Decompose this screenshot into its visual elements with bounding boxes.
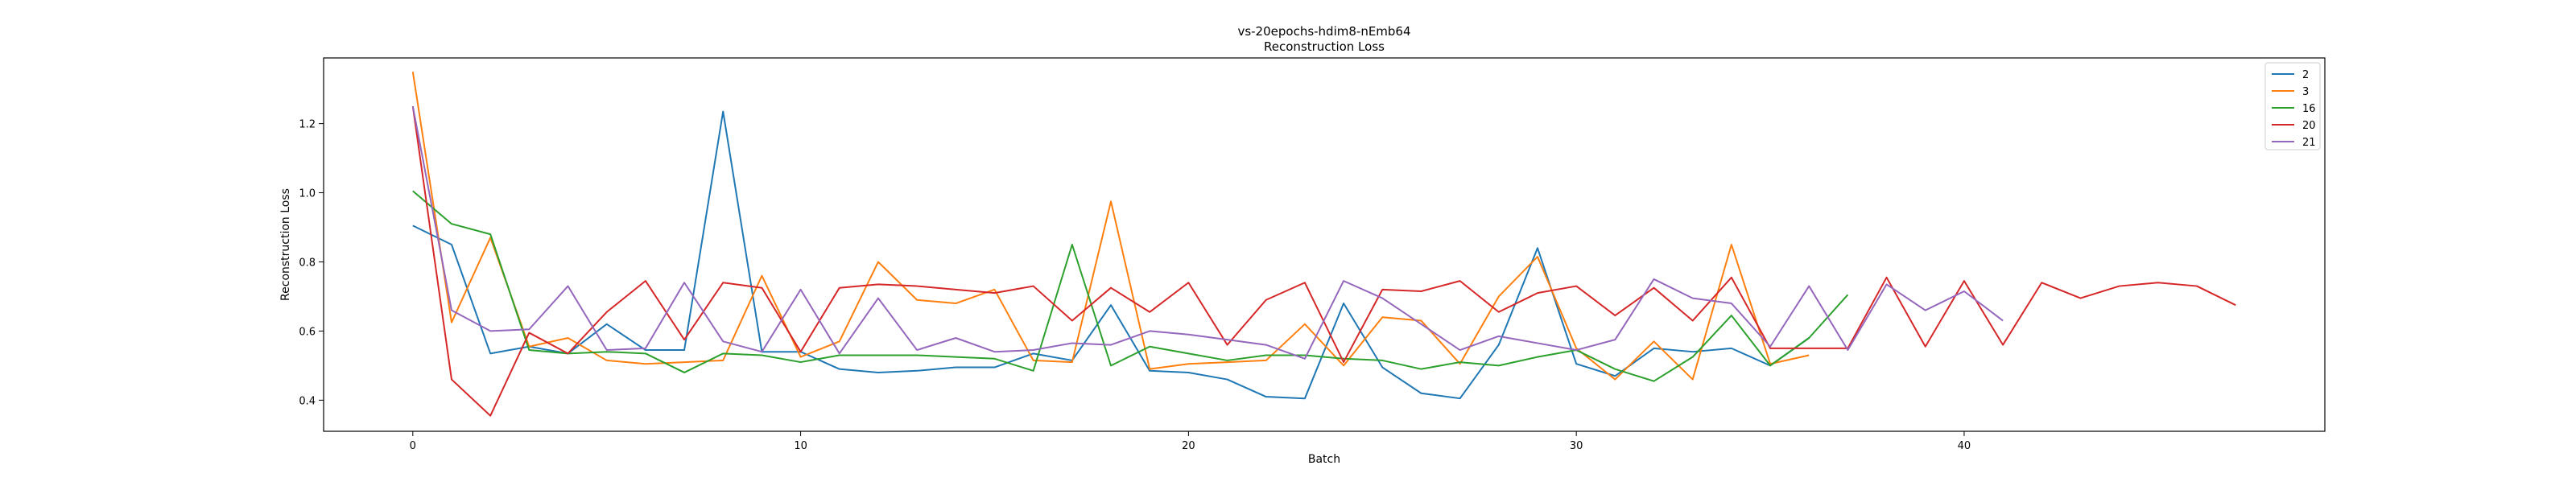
y-tick-label: 0.6 [299, 326, 316, 338]
series-line-20 [411, 106, 2236, 417]
chart-subtitle: Reconstruction Loss [1264, 39, 1385, 54]
x-axis-label: Batch [1308, 453, 1340, 466]
legend-label-21: 21 [2302, 137, 2316, 149]
series-line-16 [412, 190, 1849, 382]
x-axis: 0 10 20 30 40 [410, 431, 1971, 452]
chart-title: vs-20epochs-hdim8-nEmb64 [1237, 24, 1410, 39]
y-tick-label: 1.2 [299, 119, 316, 131]
x-tick-label: 30 [1570, 440, 1583, 452]
series-line-21 [411, 105, 2004, 360]
series-line-2 [412, 110, 1810, 400]
legend-label-2: 2 [2302, 69, 2309, 81]
x-tick-label: 10 [794, 440, 807, 452]
y-tick-label: 0.8 [299, 257, 316, 269]
plot-frame [323, 57, 2326, 432]
legend: 2 3 16 20 21 [2264, 62, 2321, 150]
legend-label-16: 16 [2302, 103, 2316, 115]
legend-label-20: 20 [2302, 120, 2316, 132]
series-line-3 [411, 72, 1810, 381]
y-tick-label: 1.0 [299, 188, 316, 200]
x-tick-label: 0 [410, 440, 416, 452]
legend-label-3: 3 [2302, 86, 2309, 98]
y-tick-label: 0.4 [299, 395, 316, 407]
y-axis-label: Reconstruction Loss [279, 188, 292, 301]
x-tick-label: 40 [1958, 440, 1971, 452]
x-tick-label: 20 [1182, 440, 1195, 452]
series-layer [411, 72, 2236, 417]
legend-box [2264, 62, 2321, 150]
y-axis: 0.4 0.6 0.8 1.0 1.2 [299, 119, 324, 407]
